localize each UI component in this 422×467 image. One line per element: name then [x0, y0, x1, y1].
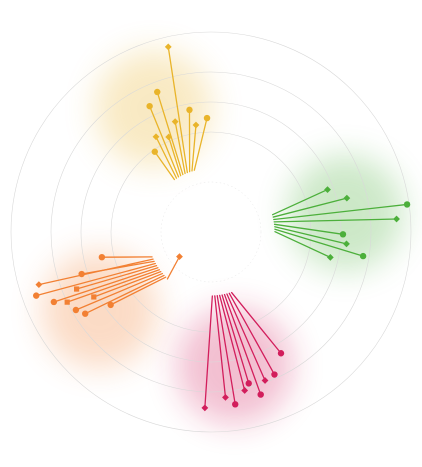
spoke-line	[167, 46, 188, 174]
spoke-line	[273, 203, 408, 221]
data-point-diamond	[241, 387, 249, 394]
spoke-line	[204, 295, 213, 409]
spoke-line	[154, 151, 176, 181]
data-point-circle	[50, 298, 58, 306]
data-point-circle	[257, 391, 264, 398]
data-point-circle	[277, 350, 285, 357]
spoke-line	[273, 223, 344, 235]
data-point-diamond	[222, 393, 229, 401]
spoke-line	[75, 272, 163, 311]
spoke-line	[228, 292, 276, 376]
spoke-line	[84, 274, 165, 315]
data-point-square	[91, 294, 97, 300]
data-point-square	[64, 299, 70, 305]
spoke-line	[271, 188, 329, 216]
spoke-line	[174, 121, 186, 175]
inner-ring	[160, 181, 262, 283]
series-layer	[33, 43, 411, 412]
spoke-line	[166, 255, 181, 280]
spoke-line	[219, 294, 246, 392]
spoke-line	[93, 271, 162, 298]
data-point-circle	[107, 301, 114, 309]
grid-ring-3	[50, 71, 372, 393]
data-point-diamond	[35, 281, 43, 289]
spoke-line	[191, 124, 197, 172]
data-point-diamond	[176, 253, 183, 261]
data-point-diamond	[152, 133, 160, 141]
series-group-4	[201, 291, 285, 412]
data-point-circle	[232, 401, 239, 408]
spoke-line	[223, 293, 262, 396]
data-point-circle	[359, 252, 367, 260]
data-point-diamond	[393, 215, 400, 223]
spoke-line	[221, 294, 250, 385]
spoke-line	[226, 293, 266, 382]
spoke-line	[156, 91, 184, 176]
data-point-diamond	[261, 377, 269, 384]
data-point-circle	[72, 306, 80, 314]
spoke-line	[75, 264, 158, 290]
data-point-diamond	[171, 118, 179, 126]
data-point-circle	[81, 310, 89, 317]
spoke-line	[216, 295, 236, 405]
data-point-circle	[98, 253, 106, 261]
data-point-circle	[33, 292, 40, 299]
spoke-line	[38, 258, 154, 286]
spoke-line	[274, 228, 364, 257]
grid-ring-4	[10, 31, 412, 433]
data-point-square	[74, 286, 80, 292]
data-point-circle	[186, 106, 193, 114]
grid-ring-1	[110, 131, 312, 333]
data-point-diamond	[164, 43, 172, 51]
group-glow-3	[287, 155, 404, 272]
data-point-circle	[271, 371, 278, 378]
spoke-line	[155, 136, 178, 179]
data-point-diamond	[324, 186, 331, 193]
spoke-line	[148, 105, 180, 178]
data-point-diamond	[326, 253, 334, 261]
spoke-line	[274, 231, 331, 259]
data-point-diamond	[343, 240, 350, 248]
data-point-circle	[403, 201, 411, 208]
data-point-diamond	[165, 133, 173, 141]
series-group-2	[146, 43, 211, 181]
spoke-line	[273, 218, 398, 223]
spoke-line	[35, 262, 156, 297]
data-point-circle	[146, 102, 153, 110]
spoke-line	[272, 197, 348, 218]
spoke-line	[214, 295, 227, 399]
data-point-circle	[203, 114, 211, 122]
spoke-line	[230, 291, 282, 354]
spoke-line	[66, 269, 160, 303]
data-point-circle	[339, 231, 347, 238]
series-group-3	[271, 186, 411, 261]
data-point-diamond	[201, 404, 209, 412]
data-point-circle	[154, 88, 161, 96]
spoke-line	[53, 267, 159, 303]
spoke-line	[193, 117, 208, 171]
data-point-diamond	[343, 194, 351, 202]
data-point-circle	[151, 148, 158, 155]
spoke-line	[274, 226, 348, 245]
data-point-diamond	[192, 121, 200, 129]
data-point-circle	[245, 380, 252, 387]
spoke-line	[168, 136, 182, 177]
series-group-1	[33, 253, 183, 317]
group-glow-1	[41, 252, 158, 369]
spoke-line	[110, 276, 167, 306]
